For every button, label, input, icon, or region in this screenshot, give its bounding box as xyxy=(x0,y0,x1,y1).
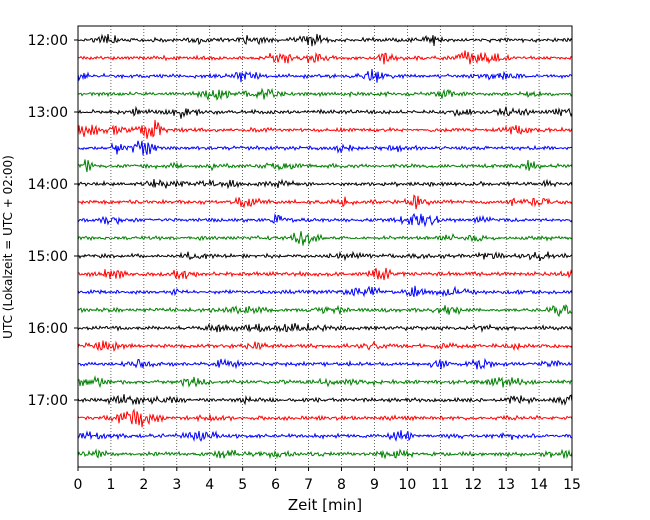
x-tick-label: 15 xyxy=(563,477,581,493)
x-tick-label: 4 xyxy=(205,477,214,493)
x-tick-label: 0 xyxy=(74,477,83,493)
y-tick-label: 17:00 xyxy=(28,393,68,409)
trace-line xyxy=(77,119,573,139)
seismic-traces xyxy=(77,33,573,460)
trace-line xyxy=(77,33,573,47)
y-axis-label: UTC (Lokalzeit = UTC + 02:00) xyxy=(1,155,15,339)
y-tick-label: 15:00 xyxy=(28,249,68,265)
y-tick-label: 16:00 xyxy=(28,321,68,337)
trace-line xyxy=(77,340,573,352)
trace-line xyxy=(77,212,573,228)
trace-line xyxy=(77,267,573,281)
x-tick-label: 11 xyxy=(431,477,449,493)
x-tick-label: 3 xyxy=(172,477,181,493)
trace-line xyxy=(77,250,573,262)
trace-line xyxy=(77,357,573,370)
trace-line xyxy=(77,430,573,442)
trace-line xyxy=(77,105,573,119)
trace-line xyxy=(77,448,573,460)
trace-line xyxy=(77,231,573,246)
y-tick-label: 13:00 xyxy=(28,105,68,121)
x-tick-label: 14 xyxy=(530,477,548,493)
x-tick-label: 10 xyxy=(398,477,416,493)
x-tick-label: 6 xyxy=(271,477,280,493)
x-axis-label: Zeit [min] xyxy=(288,496,362,514)
trace-line xyxy=(77,87,573,101)
trace-line xyxy=(77,68,573,83)
trace-line xyxy=(77,285,573,298)
trace-line xyxy=(77,159,573,173)
trace-line xyxy=(77,375,573,389)
x-tick-label: 2 xyxy=(139,477,148,493)
plot-frame xyxy=(77,25,573,468)
x-tick-label: 8 xyxy=(337,477,346,493)
x-axis-ticks: 0 1 2 3 4 5 6 7 8 9 10 11 12 13 14 15 xyxy=(74,467,581,493)
trace-line xyxy=(77,50,573,65)
y-tick-label: 12:00 xyxy=(28,33,68,49)
trace-line xyxy=(77,140,573,156)
x-tick-label: 13 xyxy=(497,477,515,493)
x-tick-label: 1 xyxy=(106,477,115,493)
trace-line xyxy=(77,178,573,190)
y-axis-ticks: 12:00 13:00 14:00 15:00 16:00 17:00 xyxy=(28,33,78,409)
trace-line xyxy=(77,304,573,318)
x-tick-label: 7 xyxy=(304,477,313,493)
x-tick-label: 12 xyxy=(464,477,482,493)
trace-line xyxy=(77,408,573,428)
trace-line xyxy=(77,322,573,333)
trace-line xyxy=(77,194,573,210)
trace-line xyxy=(77,394,573,406)
x-tick-label: 9 xyxy=(370,477,379,493)
x-tick-label: 5 xyxy=(238,477,247,493)
y-tick-label: 14:00 xyxy=(28,177,68,193)
